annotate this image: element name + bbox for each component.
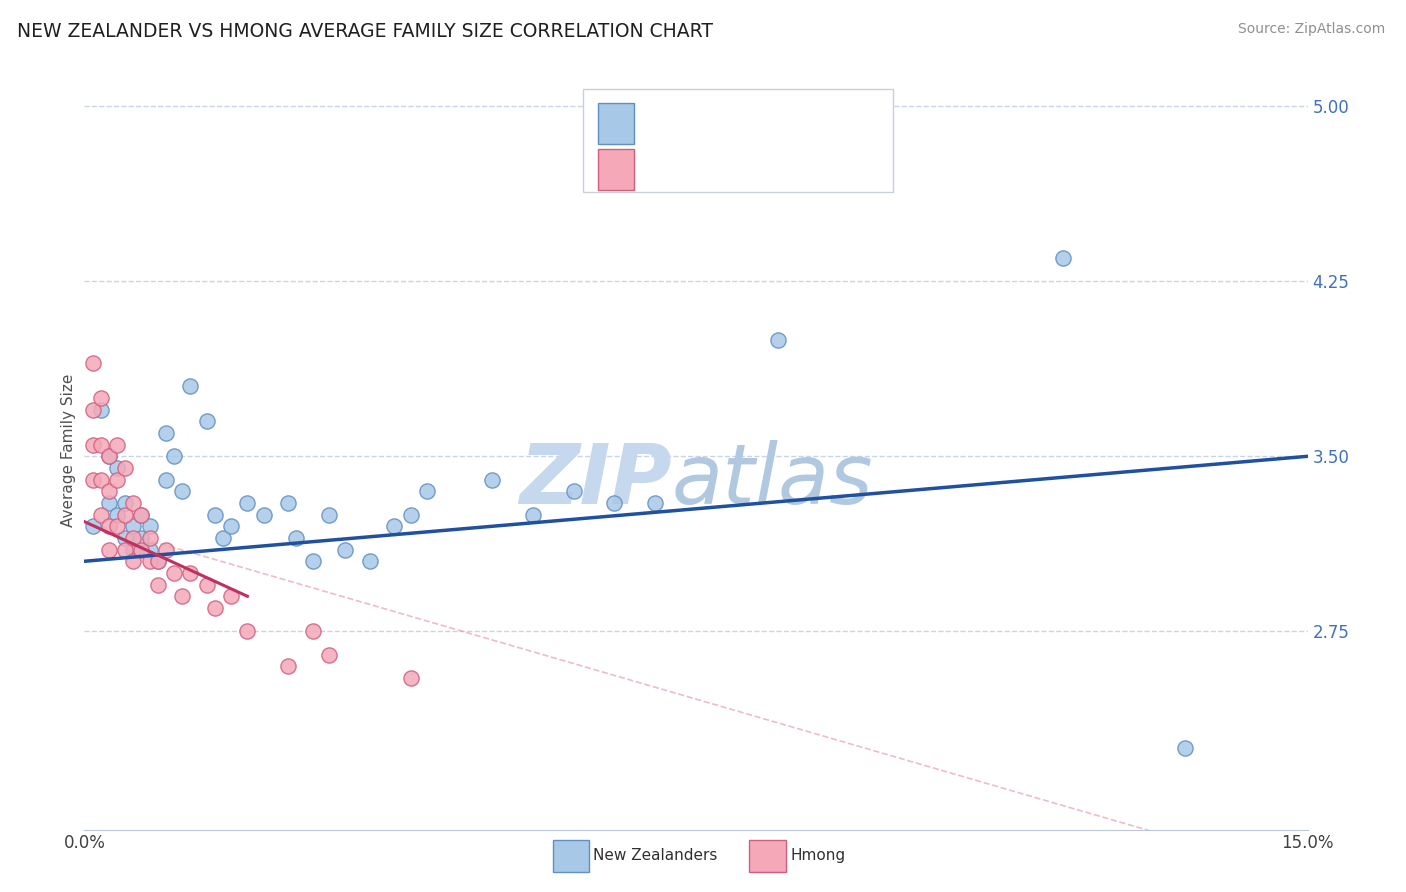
Point: [277, 659, 299, 673]
Point: [253, 508, 276, 522]
Point: [399, 671, 422, 685]
Point: [122, 554, 145, 568]
Point: [138, 531, 160, 545]
Point: [82, 437, 104, 451]
Point: [1052, 251, 1074, 265]
Point: [82, 519, 104, 533]
Point: [114, 531, 136, 545]
Point: [522, 508, 544, 522]
Point: [138, 554, 160, 568]
Text: N =: N =: [755, 114, 803, 132]
Text: 0.217: 0.217: [688, 114, 735, 132]
Point: [318, 648, 340, 662]
Point: [1174, 740, 1197, 755]
Point: [236, 496, 259, 510]
Text: New Zealanders: New Zealanders: [593, 848, 717, 863]
Point: [122, 531, 145, 545]
Point: [122, 519, 145, 533]
Point: [90, 437, 112, 451]
Point: [155, 425, 177, 440]
Point: [301, 554, 323, 568]
Text: R =: R =: [643, 161, 679, 178]
Point: [105, 437, 128, 451]
Point: [562, 484, 585, 499]
Point: [219, 589, 242, 603]
Point: [172, 589, 194, 603]
Text: -0.325: -0.325: [688, 161, 741, 178]
Point: [97, 450, 120, 464]
Point: [105, 461, 128, 475]
Point: [399, 508, 422, 522]
Point: [138, 519, 160, 533]
Point: [285, 531, 308, 545]
Point: [301, 624, 323, 639]
Point: [219, 519, 242, 533]
Point: [105, 473, 128, 487]
Point: [97, 519, 120, 533]
Point: [131, 508, 153, 522]
Point: [131, 531, 153, 545]
Point: [105, 519, 128, 533]
Point: [90, 402, 112, 417]
Point: [766, 333, 789, 347]
Point: [97, 484, 120, 499]
Point: [163, 450, 186, 464]
Point: [82, 356, 104, 370]
Point: [122, 496, 145, 510]
Point: [163, 566, 186, 580]
Text: ZIP: ZIP: [519, 441, 672, 521]
Point: [416, 484, 439, 499]
Point: [131, 508, 153, 522]
Point: [131, 542, 153, 557]
Point: [82, 473, 104, 487]
Point: [204, 508, 226, 522]
Y-axis label: Average Family Size: Average Family Size: [60, 374, 76, 527]
Point: [114, 508, 136, 522]
Point: [90, 473, 112, 487]
Point: [204, 601, 226, 615]
Point: [114, 542, 136, 557]
Point: [318, 508, 340, 522]
Text: N =: N =: [755, 161, 803, 178]
Point: [114, 461, 136, 475]
Point: [382, 519, 405, 533]
Point: [97, 450, 120, 464]
Point: [359, 554, 381, 568]
Point: [335, 542, 357, 557]
Point: [90, 508, 112, 522]
Point: [122, 542, 145, 557]
Point: [97, 496, 120, 510]
Point: [603, 496, 626, 510]
Point: [105, 508, 128, 522]
Point: [90, 391, 112, 405]
Point: [146, 554, 169, 568]
Point: [212, 531, 235, 545]
Point: [179, 566, 201, 580]
Point: [195, 414, 218, 428]
Text: atlas: atlas: [672, 441, 873, 521]
Point: [195, 577, 218, 591]
Text: Hmong: Hmong: [790, 848, 845, 863]
Text: Source: ZipAtlas.com: Source: ZipAtlas.com: [1237, 22, 1385, 37]
Point: [481, 473, 503, 487]
Point: [236, 624, 259, 639]
Point: [155, 542, 177, 557]
Point: [97, 542, 120, 557]
Point: [138, 542, 160, 557]
Point: [172, 484, 194, 499]
Point: [146, 554, 169, 568]
Point: [155, 473, 177, 487]
Point: [277, 496, 299, 510]
Text: 43: 43: [808, 114, 830, 132]
Point: [179, 379, 201, 393]
Point: [82, 402, 104, 417]
Text: 39: 39: [808, 161, 830, 178]
Point: [114, 496, 136, 510]
Text: NEW ZEALANDER VS HMONG AVERAGE FAMILY SIZE CORRELATION CHART: NEW ZEALANDER VS HMONG AVERAGE FAMILY SI…: [17, 22, 713, 41]
Point: [644, 496, 666, 510]
Text: R =: R =: [643, 114, 679, 132]
Point: [146, 577, 169, 591]
